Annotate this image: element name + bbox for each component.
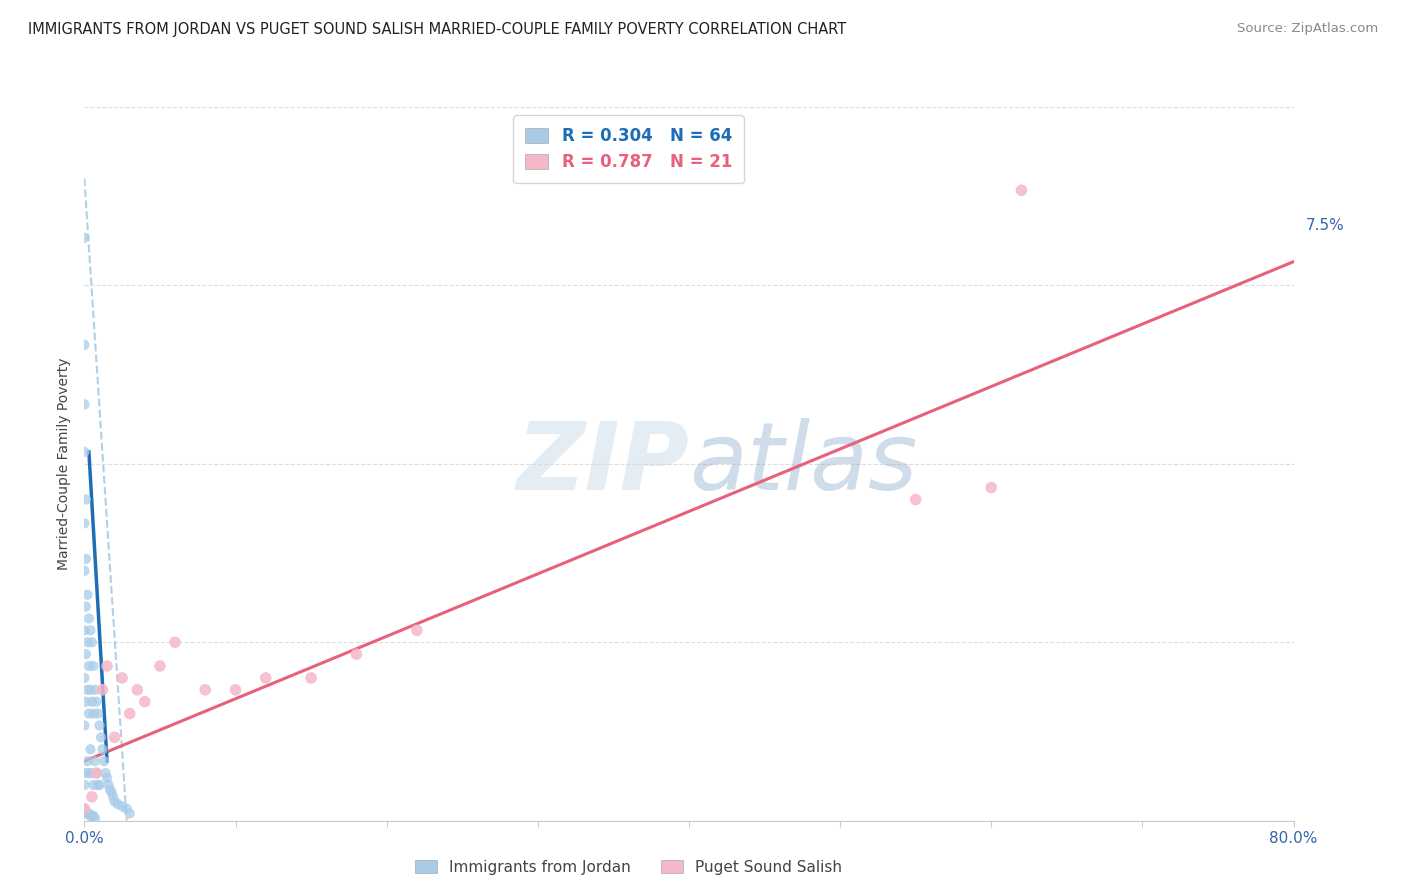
Point <box>163 635 186 649</box>
Point <box>77 766 100 780</box>
Point <box>194 682 217 697</box>
Y-axis label: Married-Couple Family Poverty: Married-Couple Family Poverty <box>58 358 72 570</box>
Point <box>346 647 368 661</box>
Point <box>87 706 110 721</box>
Point <box>225 682 247 697</box>
Point <box>111 799 134 814</box>
Text: atlas: atlas <box>689 418 917 509</box>
Point <box>80 766 103 780</box>
Point <box>80 695 103 709</box>
Point <box>76 635 98 649</box>
Point <box>84 682 107 697</box>
Point <box>73 338 96 352</box>
Point <box>73 671 96 685</box>
Point <box>80 635 103 649</box>
Point <box>73 718 96 732</box>
Text: Source: ZipAtlas.com: Source: ZipAtlas.com <box>1237 22 1378 36</box>
Point <box>84 811 107 825</box>
Point <box>77 706 100 721</box>
Point <box>76 588 98 602</box>
Point <box>111 671 134 685</box>
Point <box>73 397 96 411</box>
Point <box>73 802 96 816</box>
Point <box>82 809 104 823</box>
Point <box>77 806 100 821</box>
Point <box>104 795 127 809</box>
Point <box>149 659 172 673</box>
Point <box>80 789 103 804</box>
Point <box>86 695 108 709</box>
Point <box>89 718 111 732</box>
Point <box>77 611 100 625</box>
Point <box>79 742 101 756</box>
Point <box>76 682 98 697</box>
Point <box>904 492 927 507</box>
Point <box>73 516 96 531</box>
Point <box>76 754 98 768</box>
Text: ZIP: ZIP <box>516 417 689 510</box>
Point <box>73 778 96 792</box>
Point <box>73 445 96 459</box>
Point <box>73 624 96 638</box>
Legend: Immigrants from Jordan, Puget Sound Salish: Immigrants from Jordan, Puget Sound Sali… <box>409 854 848 880</box>
Point <box>90 731 112 745</box>
Point <box>82 778 104 792</box>
Point <box>82 659 104 673</box>
Point <box>73 231 96 245</box>
Point <box>79 624 101 638</box>
Point <box>76 806 98 821</box>
Point <box>93 754 115 768</box>
Point <box>254 671 277 685</box>
Text: 7.5%: 7.5% <box>1306 219 1344 234</box>
Point <box>91 742 114 756</box>
Point <box>94 766 117 780</box>
Point <box>97 778 120 792</box>
Point <box>100 785 122 799</box>
Point <box>134 695 156 709</box>
Point <box>75 492 97 507</box>
Point <box>75 647 97 661</box>
Point <box>127 682 149 697</box>
Point <box>73 806 96 821</box>
Point <box>96 659 118 673</box>
Point <box>980 481 1002 495</box>
Point <box>77 659 100 673</box>
Text: IMMIGRANTS FROM JORDAN VS PUGET SOUND SALISH MARRIED-COUPLE FAMILY POVERTY CORRE: IMMIGRANTS FROM JORDAN VS PUGET SOUND SA… <box>28 22 846 37</box>
Point <box>91 682 114 697</box>
Point <box>73 802 96 816</box>
Point <box>86 766 108 780</box>
Point <box>84 754 107 768</box>
Point <box>75 766 97 780</box>
Point <box>118 806 141 821</box>
Point <box>299 671 322 685</box>
Point <box>75 804 97 818</box>
Point <box>79 682 101 697</box>
Point <box>98 782 121 797</box>
Point <box>107 797 129 811</box>
Point <box>118 706 141 721</box>
Point <box>75 599 97 614</box>
Point <box>406 624 429 638</box>
Point <box>96 771 118 785</box>
Point <box>115 802 138 816</box>
Point <box>101 789 124 804</box>
Point <box>75 552 97 566</box>
Point <box>73 564 96 578</box>
Point <box>86 766 108 780</box>
Point <box>89 778 111 792</box>
Point <box>80 809 103 823</box>
Point <box>79 809 101 823</box>
Point <box>82 706 104 721</box>
Point <box>75 695 97 709</box>
Point <box>104 731 127 745</box>
Point <box>87 778 110 792</box>
Point <box>1010 183 1032 197</box>
